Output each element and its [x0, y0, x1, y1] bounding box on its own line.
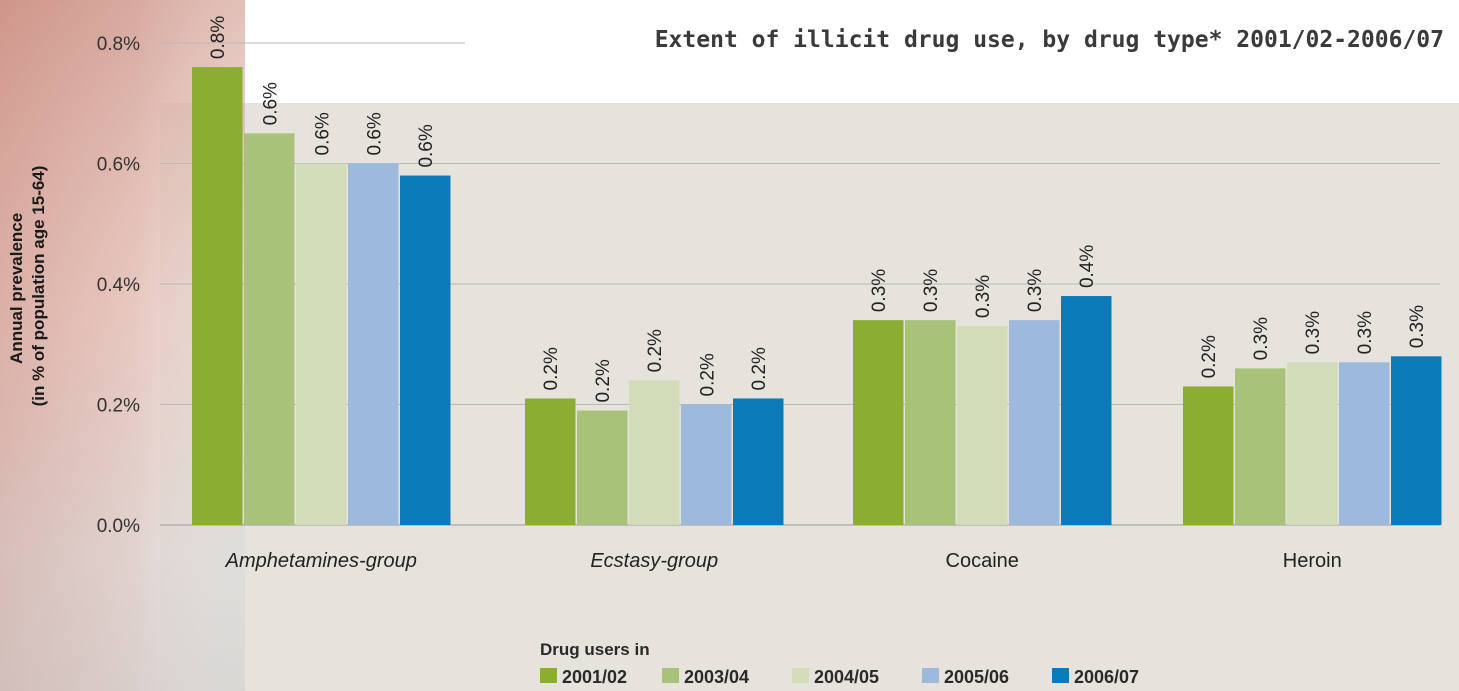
legend-swatch: [792, 668, 809, 683]
data-labels-group: 0.8% 0.6% 0.6% 0.6% 0.6% 0.2% 0.2% 0.2% 0.2% 0.2%…: [208, 16, 1428, 403]
legend-label: 2006/07: [1074, 667, 1139, 687]
data-label: 0.3%: [1407, 305, 1428, 348]
legend-swatch: [540, 668, 557, 683]
data-label: 0.2%: [541, 347, 562, 390]
bar-2004-05-ecstasy-group: [629, 380, 680, 525]
data-label: 0.6%: [312, 112, 333, 155]
data-label: 0.2%: [593, 359, 614, 402]
y-tick-label: 0.2%: [97, 396, 140, 417]
y-tick-label: 0.0%: [97, 516, 140, 537]
bar-2001-02-amphetamines-group: [192, 67, 243, 525]
x-tick-label: Amphetamines-group: [225, 550, 417, 572]
data-label: 0.2%: [645, 329, 666, 372]
bar-2001-02-cocaine: [853, 320, 904, 525]
bar-2005-06-cocaine: [1009, 320, 1060, 525]
data-label: 0.6%: [416, 124, 437, 167]
y-tick-label: 0.8%: [97, 34, 140, 55]
bar-2004-05-amphetamines-group: [296, 163, 347, 525]
x-tick-label: Heroin: [1283, 550, 1342, 572]
data-label: 0.2%: [749, 347, 770, 390]
data-label: 0.2%: [697, 353, 718, 396]
bar-2006-07-ecstasy-group: [733, 398, 784, 525]
x-tick-label: Ecstasy-group: [590, 550, 718, 572]
bar-2005-06-amphetamines-group: [348, 163, 399, 525]
bar-2004-05-cocaine: [957, 326, 1008, 525]
bar-2006-07-cocaine: [1061, 296, 1112, 525]
data-label: 0.3%: [1251, 317, 1272, 360]
y-axis-label: Annual prevalence (in % of population ag…: [7, 166, 48, 407]
chart-title: Extent of illicit drug use, by drug type…: [655, 27, 1444, 53]
y-tick-label: 0.4%: [97, 275, 140, 296]
y-axis-ticks: 0.0% 0.2% 0.4% 0.6% 0.8%: [97, 34, 140, 537]
data-label: 0.3%: [1355, 311, 1376, 354]
bar-2001-02-ecstasy-group: [525, 398, 576, 525]
x-axis-ticks: Amphetamines-group Ecstasy-group Cocaine He…: [225, 550, 1342, 572]
legend-label: 2004/05: [814, 667, 879, 687]
bar-2003-04-heroin: [1235, 368, 1286, 525]
x-tick-label: Cocaine: [946, 550, 1019, 572]
data-label: 0.2%: [1199, 335, 1220, 378]
data-label: 0.6%: [364, 112, 385, 155]
data-label: 0.3%: [973, 275, 994, 318]
data-label: 0.3%: [1303, 311, 1324, 354]
legend-label: 2003/04: [684, 667, 749, 687]
data-label: 0.3%: [869, 269, 890, 312]
legend-label: 2005/06: [944, 667, 1009, 687]
bar-2003-04-ecstasy-group: [577, 410, 628, 525]
bar-2005-06-heroin: [1339, 362, 1390, 525]
legend-label: 2001/02: [562, 667, 627, 687]
bar-2006-07-heroin: [1391, 356, 1442, 525]
y-axis-label-line1: Annual prevalence: [7, 213, 26, 364]
bars-group: [192, 67, 1442, 526]
bar-2003-04-amphetamines-group: [244, 133, 295, 525]
data-label: 0.4%: [1077, 245, 1098, 288]
y-tick-label: 0.6%: [97, 155, 140, 176]
bar-2001-02-heroin: [1183, 386, 1234, 525]
legend-swatch: [922, 668, 939, 683]
data-label: 0.8%: [208, 16, 229, 59]
bar-2004-05-heroin: [1287, 362, 1338, 525]
legend-swatch: [1052, 668, 1069, 683]
legend-items: 2001/02 2003/04 2004/05 2005/06 2006/07: [540, 667, 1139, 687]
legend-title: Drug users in: [540, 640, 650, 659]
legend-swatch: [662, 668, 679, 683]
y-axis-label-line2: (in % of population age 15-64): [29, 166, 48, 407]
bar-2005-06-ecstasy-group: [681, 404, 732, 525]
bar-2006-07-amphetamines-group: [400, 175, 451, 526]
legend: Drug users in 2001/02 2003/04 2004/05 2005/…: [540, 640, 1139, 687]
bar-2003-04-cocaine: [905, 320, 956, 525]
data-label: 0.3%: [1025, 269, 1046, 312]
data-label: 0.3%: [921, 269, 942, 312]
data-label: 0.6%: [260, 82, 281, 125]
